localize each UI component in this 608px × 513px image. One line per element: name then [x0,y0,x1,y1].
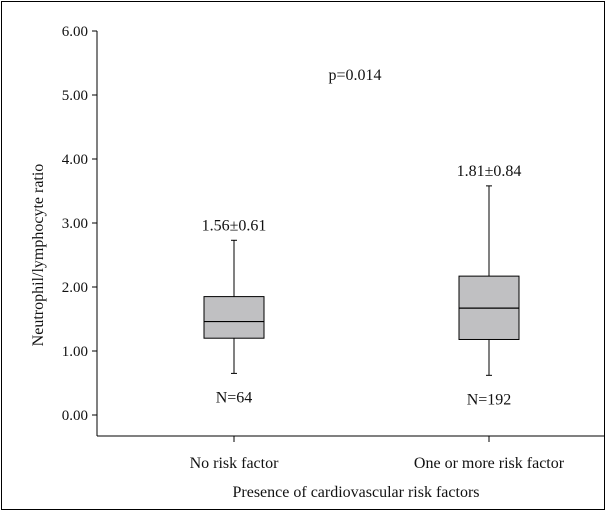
x-tick-label: One or more risk factor [414,455,565,472]
y-tick-label: 0.00 [62,408,88,424]
y-axis-label: Neutrophil/lymphocyte ratio [30,164,47,347]
p-value-annotation: p=0.014 [328,67,381,84]
y-tick-label: 2.00 [62,280,88,296]
axes [96,31,604,437]
y-tick-label: 1.00 [62,344,88,360]
summary-label: 1.81±0.84 [457,163,522,180]
y-tick-label: 3.00 [62,216,88,232]
x-tick-label: No risk factor [190,455,280,472]
y-tick-label: 6.00 [62,24,88,40]
y-ticks: 0.00 1.00 2.00 3.00 4.00 5.00 6.00 [62,24,97,424]
boxes: No risk factor 1.56±0.61 N=64 One or more r… [190,163,565,472]
summary-label: 1.56±0.61 [202,217,267,234]
n-label: N=64 [216,389,253,406]
n-label: N=192 [467,391,512,408]
x-axis-label: Presence of cardiovascular risk factors [233,484,480,501]
box-iqr [203,296,265,339]
y-tick-label: 5.00 [62,88,88,104]
y-tick-label: 4.00 [62,152,88,168]
